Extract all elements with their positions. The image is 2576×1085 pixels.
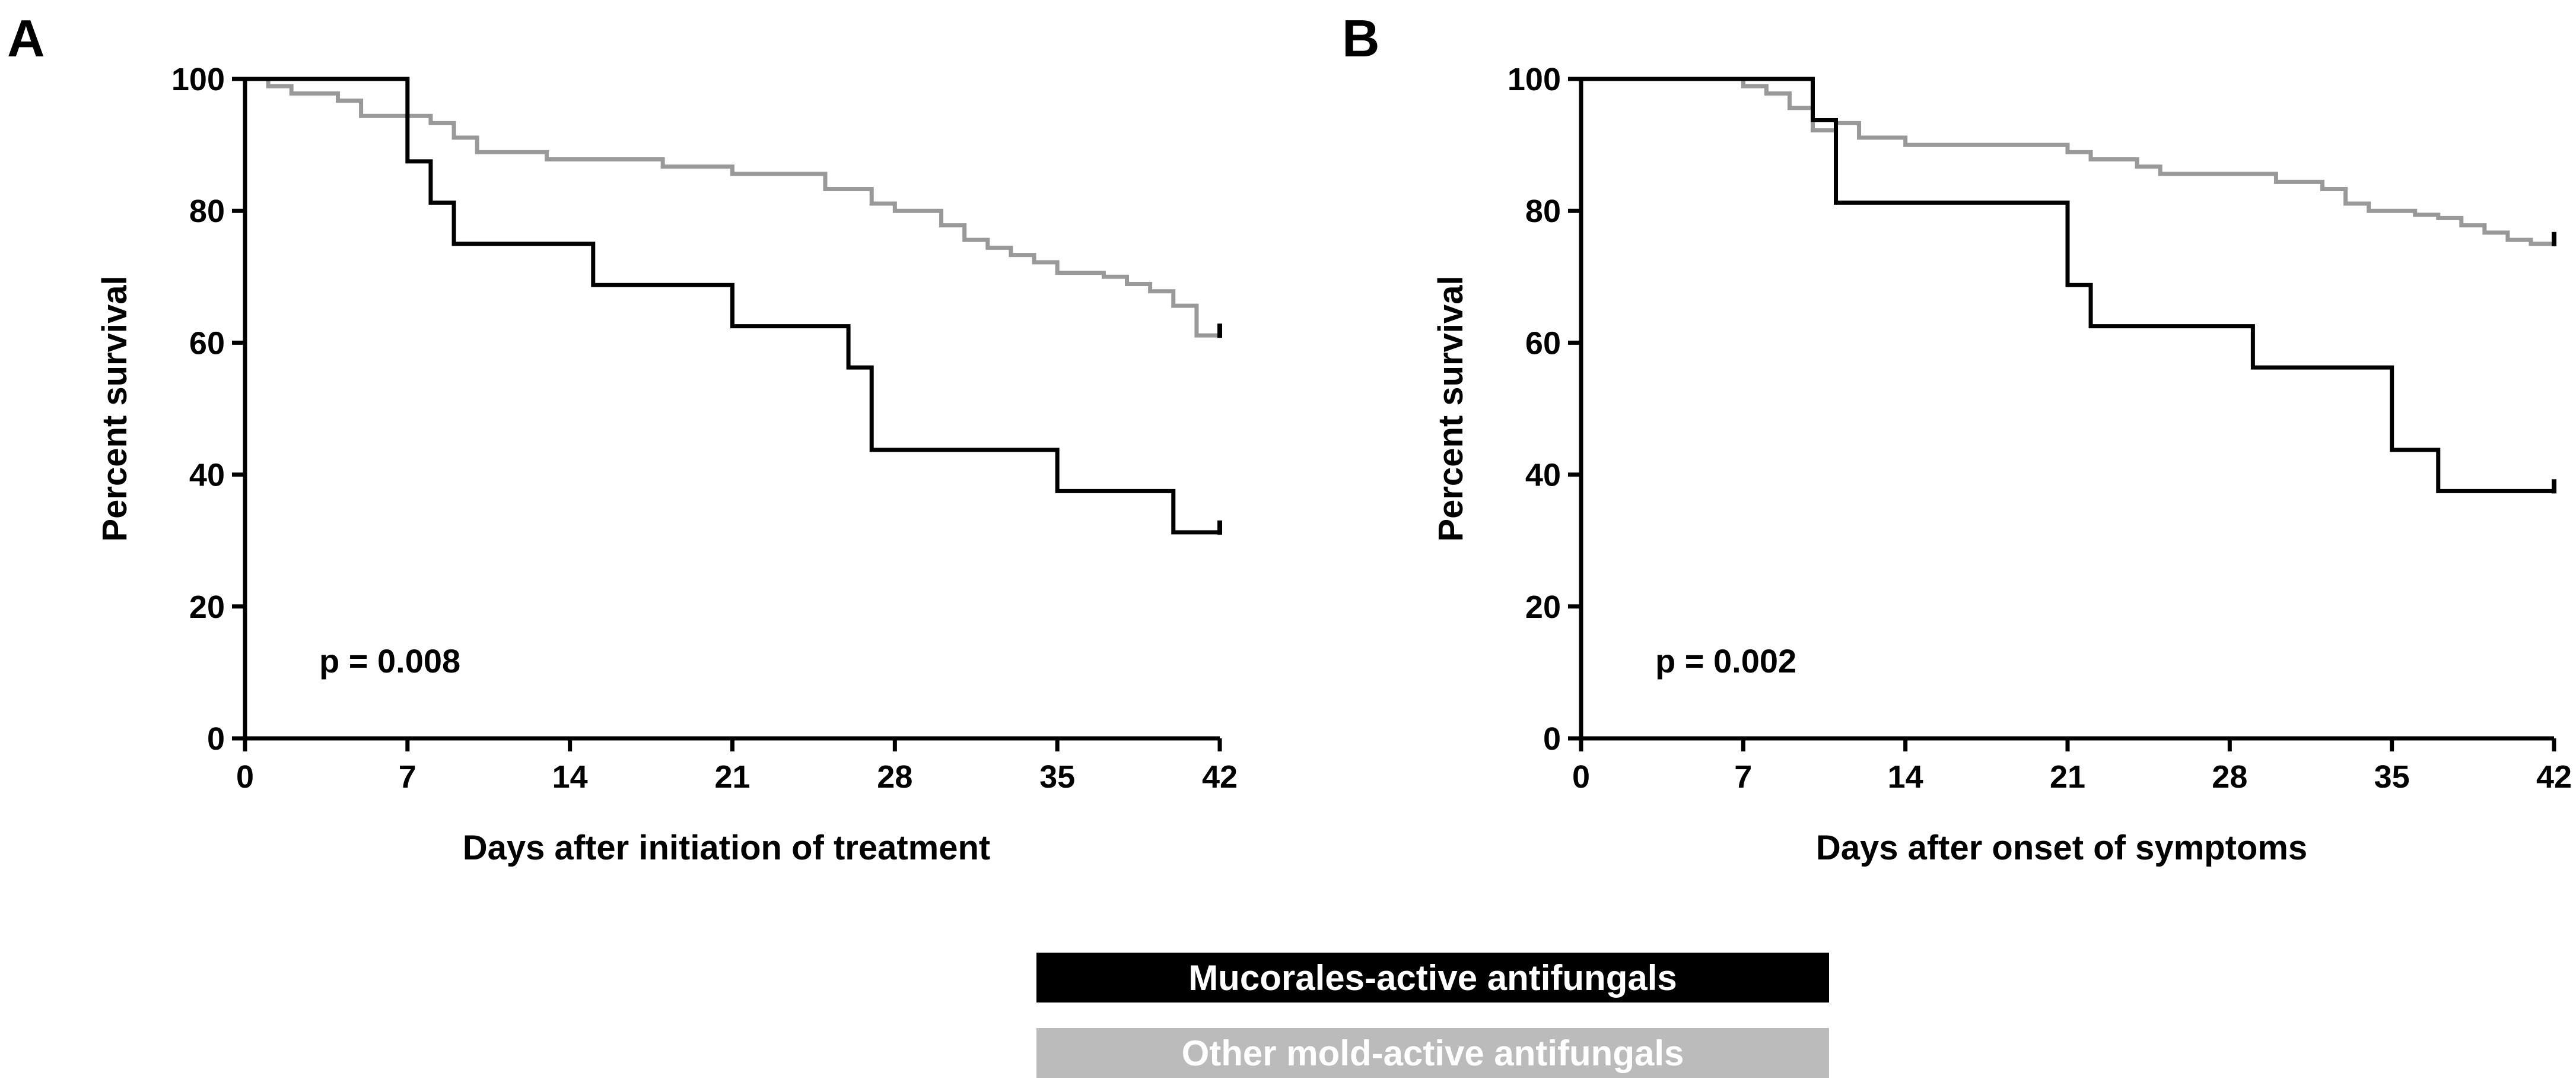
panel-b-y-tick-label-40: 40 [1525, 458, 1561, 493]
panel-a-x-axis-title: Days after initiation of treatment [463, 829, 990, 867]
panel-b-x-axis-title: Days after onset of symptoms [1816, 829, 2307, 867]
panel-b-y-tick-label-100: 100 [1508, 62, 1561, 97]
panel-b-y-tick-label-0: 0 [1543, 721, 1561, 757]
panel-b-y-tick-label-60: 60 [1525, 325, 1561, 361]
panel-b-y-tick-label-20: 20 [1525, 589, 1561, 625]
panel-b-x-tick-label-35: 35 [2374, 759, 2410, 795]
legend-item-other-mold-active: Other mold-active antifungals [1036, 1028, 1829, 1078]
legend-item-mucorales-active: Mucorales-active antifungals [1036, 953, 1829, 1002]
panel-b-chart: B 0 20 40 60 80 100 0 7 14 21 28 35 42 Days after onse… [1342, 9, 2572, 867]
panel-a-x-tick-label-21: 21 [714, 759, 750, 795]
panel-a-x-tick-label-14: 14 [552, 759, 588, 795]
legend-label-mucorales-active: Mucorales-active antifungals [1188, 957, 1677, 998]
panel-a-x-tick-label-42: 42 [1202, 759, 1238, 795]
panel-a-y-tick-label-80: 80 [189, 193, 225, 229]
panel-b-p-value: p = 0.002 [1655, 642, 1796, 680]
panel-a-letter: A [7, 9, 45, 68]
panel-a-y-axis-title: Percent survival [96, 275, 134, 541]
panel-a-y-tick-label-40: 40 [189, 458, 225, 493]
panel-a-y-tick-label-100: 100 [171, 62, 225, 97]
panel-a-x-tick-label-28: 28 [877, 759, 912, 795]
panel-a-y-tick-label-20: 20 [189, 589, 225, 625]
panel-b-x-tick-label-14: 14 [1888, 759, 1923, 795]
panel-a-x-tick-label-35: 35 [1039, 759, 1075, 795]
panel-a-series-mucorales-active-antifungals [245, 77, 1220, 535]
panel-a-chart: A 0 20 40 60 80 100 0 7 14 21 28 35 42 Days after init… [7, 9, 1238, 867]
panel-b-y-tick-label-80: 80 [1525, 193, 1561, 229]
panel-a-x-tick-label-0: 0 [236, 759, 254, 795]
panel-a-y-tick-label-60: 60 [189, 325, 225, 361]
panel-b-letter: B [1342, 9, 1380, 68]
panel-b-x-tick-label-28: 28 [2212, 759, 2247, 795]
legend-label-other-mold-active: Other mold-active antifungals [1181, 1033, 1684, 1073]
panel-a-x-tick-label-7: 7 [399, 759, 416, 795]
panel-b-y-axis-title: Percent survival [1432, 275, 1470, 541]
panel-b-x-tick-label-21: 21 [2050, 759, 2085, 795]
panel-b-x-tick-label-0: 0 [1572, 759, 1590, 795]
panel-b-series-mucorales-active-antifungals [1581, 77, 2554, 493]
panel-a-y-tick-label-0: 0 [207, 721, 225, 757]
panel-a-series-other-mold-active-antifungals [245, 77, 1220, 338]
panel-a-p-value: p = 0.008 [319, 642, 460, 680]
panel-b-x-tick-label-42: 42 [2536, 759, 2572, 795]
panel-b-x-tick-label-7: 7 [1734, 759, 1752, 795]
